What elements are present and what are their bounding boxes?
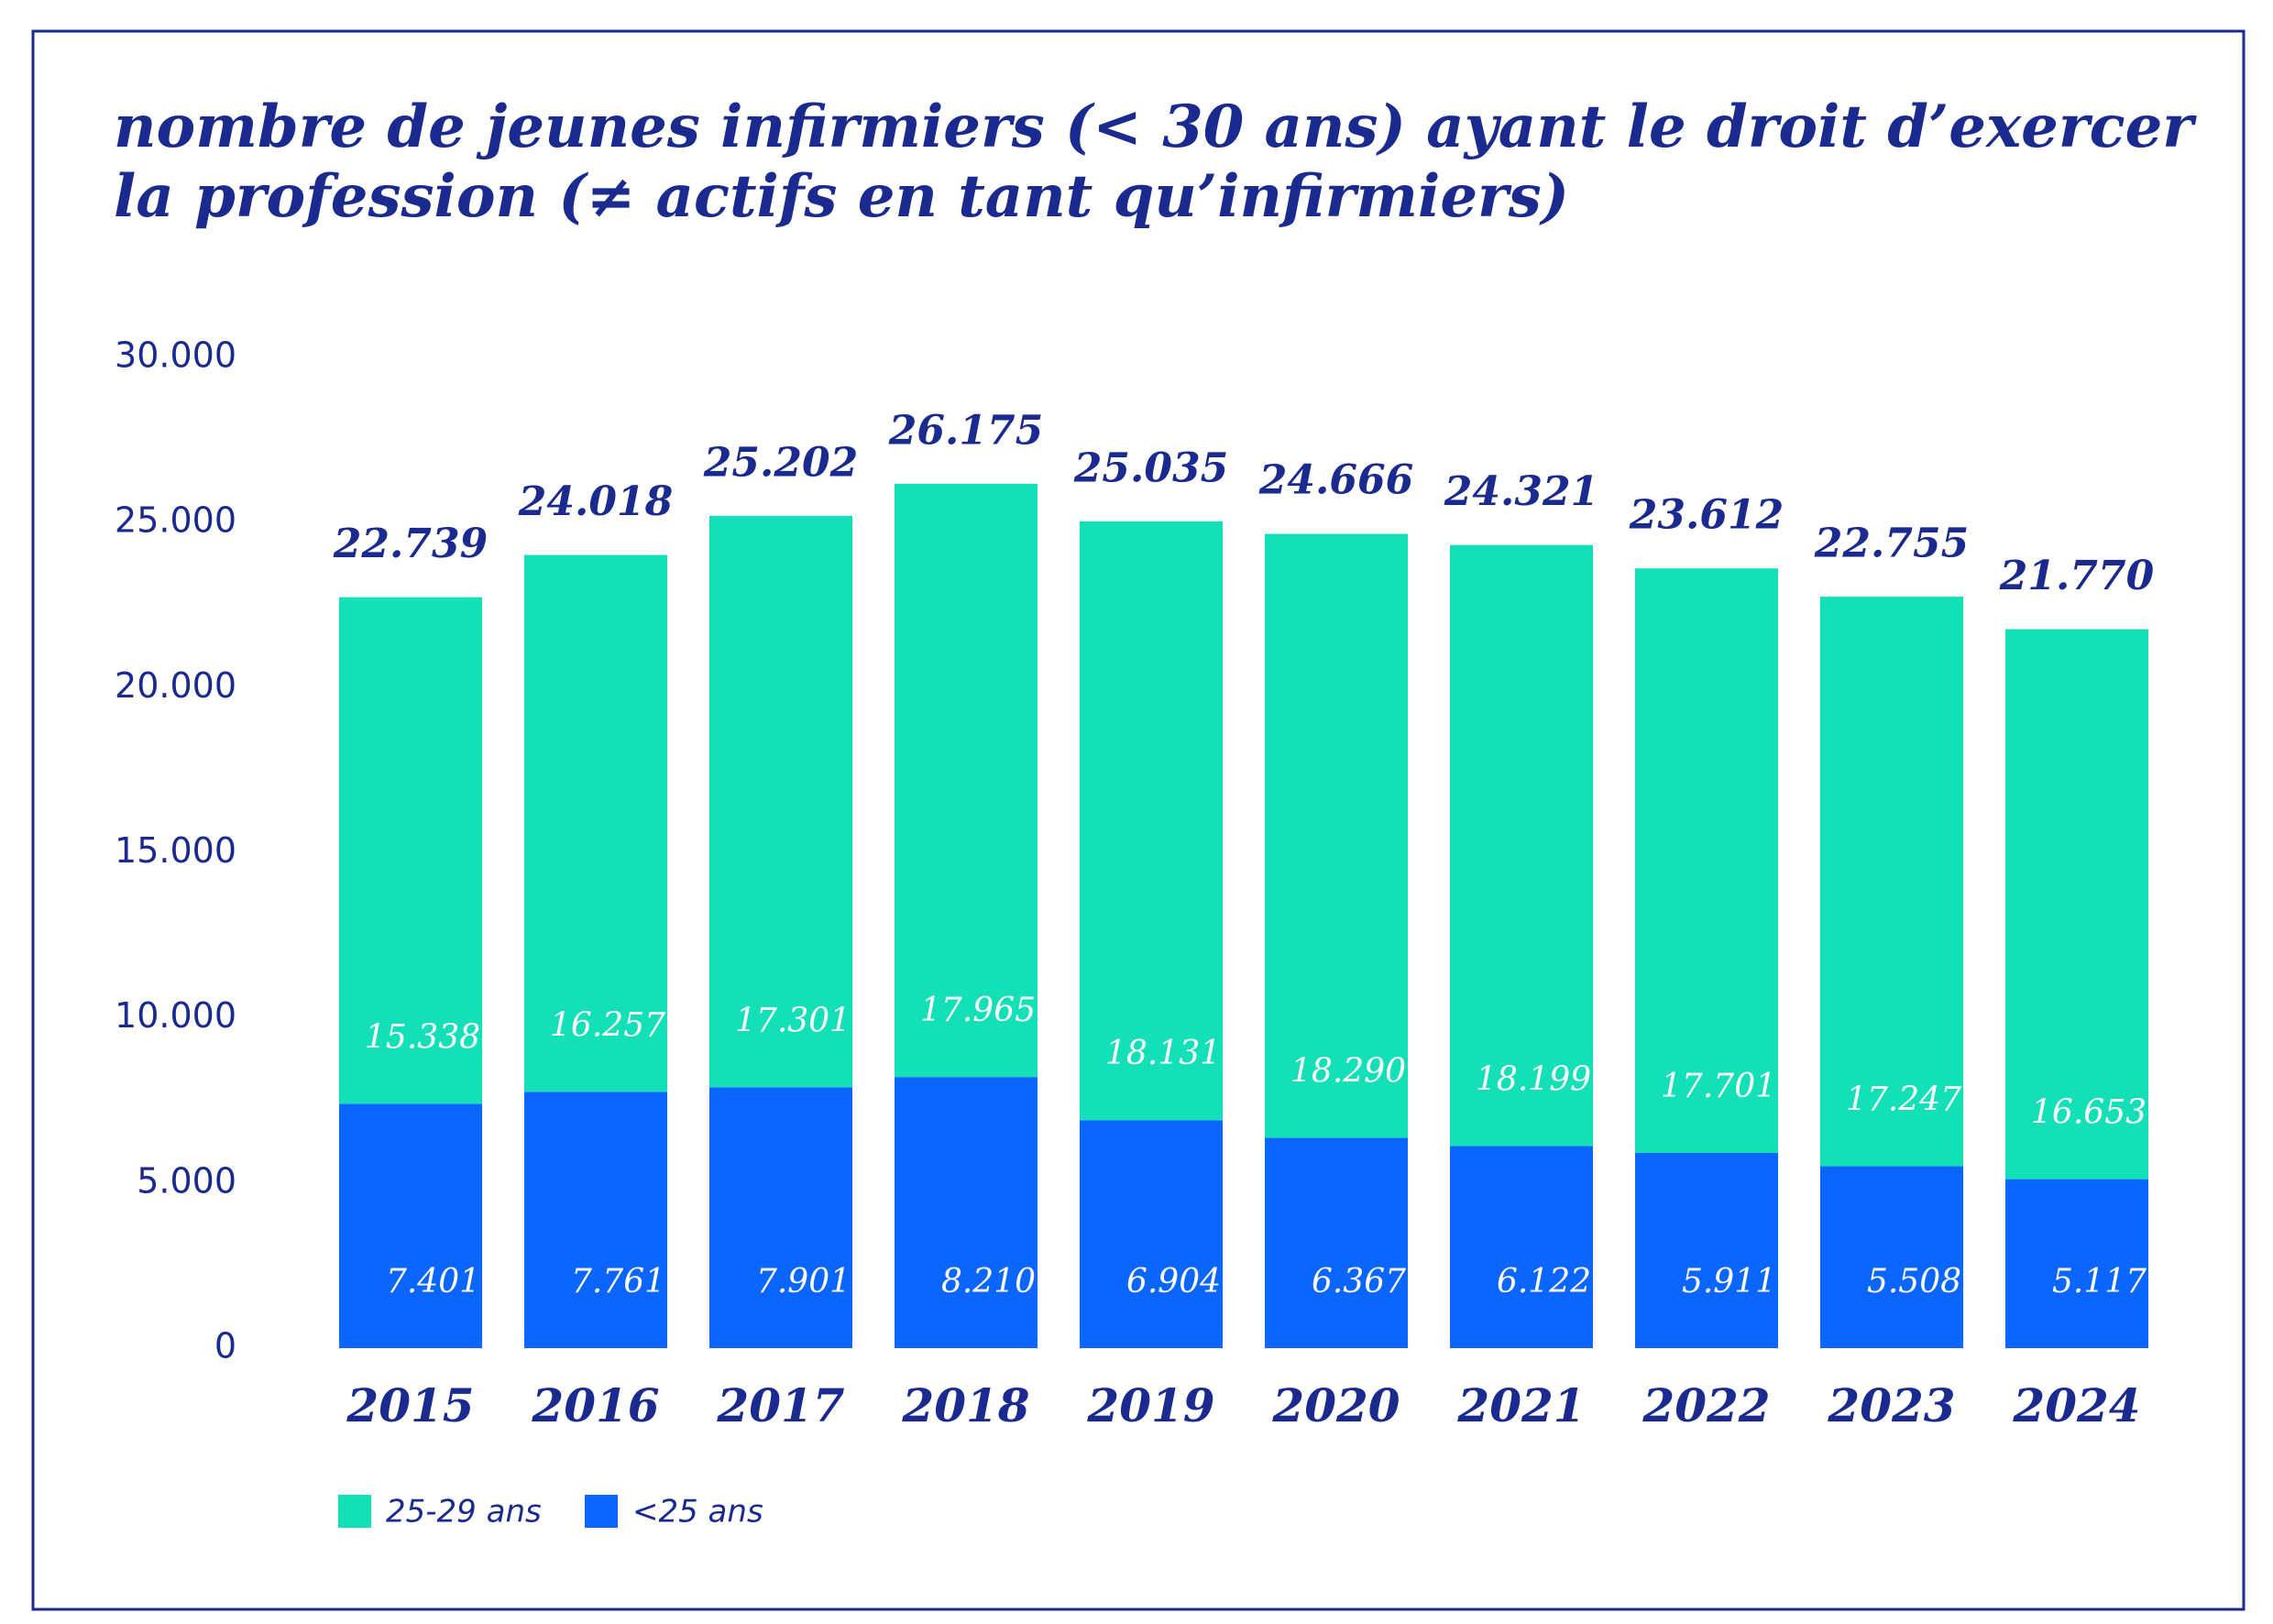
segment-label: 18.131 [1105,1035,1221,1072]
y-tick-label: 10.000 [115,995,236,1036]
segment-label: 8.210 [941,1263,1036,1300]
bar-segment [524,554,667,1092]
frame [31,29,2246,1611]
x-tick-label: 2015 [346,1378,474,1432]
y-tick-label: 0 [214,1326,236,1366]
y-tick-label: 20.000 [115,665,236,706]
segment-label: 5.911 [1682,1263,1776,1300]
segment-label: 17.701 [1661,1068,1776,1105]
total-label: 24.321 [1444,468,1598,515]
segment-label: 16.257 [550,1006,665,1044]
segment-label: 18.199 [1476,1060,1591,1098]
segment-label: 16.653 [2031,1094,2147,1132]
bar-segment [339,1103,482,1348]
bar-segment [1265,533,1408,1138]
bar-segment [1450,1146,1593,1348]
bar-segment [1080,521,1223,1121]
x-tick-label: 2019 [1086,1378,1214,1432]
x-tick-label: 2023 [1827,1378,1955,1432]
y-tick-label: 30.000 [115,335,236,376]
x-tick-label: 2020 [1271,1378,1400,1432]
bar-segment [895,483,1038,1078]
bar-segment [1450,544,1593,1147]
bar-segment [709,515,852,1088]
segment-label: 17.965 [920,992,1036,1029]
bar-segment [1635,1153,1778,1348]
x-tick-label: 2022 [1642,1378,1770,1432]
y-tick-label: 5.000 [137,1160,236,1201]
total-label: 24.666 [1258,457,1413,504]
total-label: 26.175 [888,407,1043,454]
legend-label: 25-29 ans [386,1494,542,1531]
segment-label: 7.901 [756,1263,851,1300]
bar-segment [1635,568,1778,1154]
bar-segment [895,1077,1038,1348]
x-tick-label: 2021 [1456,1378,1585,1432]
segment-label: 18.290 [1290,1053,1406,1091]
bar-segment [1820,1166,1963,1348]
x-tick-label: 2024 [2012,1378,2140,1432]
segment-label: 15.338 [365,1018,480,1056]
segment-label: 5.508 [1867,1263,1961,1300]
legend-swatch [338,1495,371,1528]
total-label: 25.202 [703,439,858,486]
y-tick-label: 25.000 [115,500,236,541]
segment-label: 17.301 [735,1002,851,1039]
total-label: 23.612 [1629,492,1784,539]
bar-segment [524,1092,667,1348]
chart-title: la profession (≠ actifs en tant qu’infir… [114,162,1569,231]
bar-segment [1265,1137,1408,1348]
legend-swatch [585,1495,618,1528]
bar-segment [2005,629,2148,1180]
x-tick-label: 2016 [531,1378,659,1432]
segment-label: 5.117 [2052,1263,2147,1300]
total-label: 22.739 [333,521,488,567]
bar-segment [1080,1120,1223,1348]
bar-segment [709,1087,852,1348]
chart-title: nombre de jeunes infirmiers (< 30 ans) a… [114,93,2197,161]
segment-label: 7.761 [571,1263,665,1300]
segment-label: 17.247 [1846,1081,1961,1119]
bar-segment [2005,1179,2148,1348]
segment-label: 7.401 [386,1263,480,1300]
bar-segment [339,597,482,1104]
total-label: 21.770 [1999,553,2155,599]
x-tick-label: 2018 [901,1378,1029,1432]
y-tick-label: 15.000 [115,830,236,871]
segment-label: 6.122 [1497,1263,1591,1300]
bar-segment [1820,597,1963,1167]
x-tick-label: 2017 [716,1378,844,1432]
legend-label: <25 ans [632,1494,763,1531]
total-label: 25.035 [1073,444,1228,491]
total-label: 24.018 [518,478,673,525]
total-label: 22.755 [1814,521,1969,567]
segment-label: 6.367 [1312,1263,1406,1300]
segment-label: 6.904 [1126,1263,1221,1300]
